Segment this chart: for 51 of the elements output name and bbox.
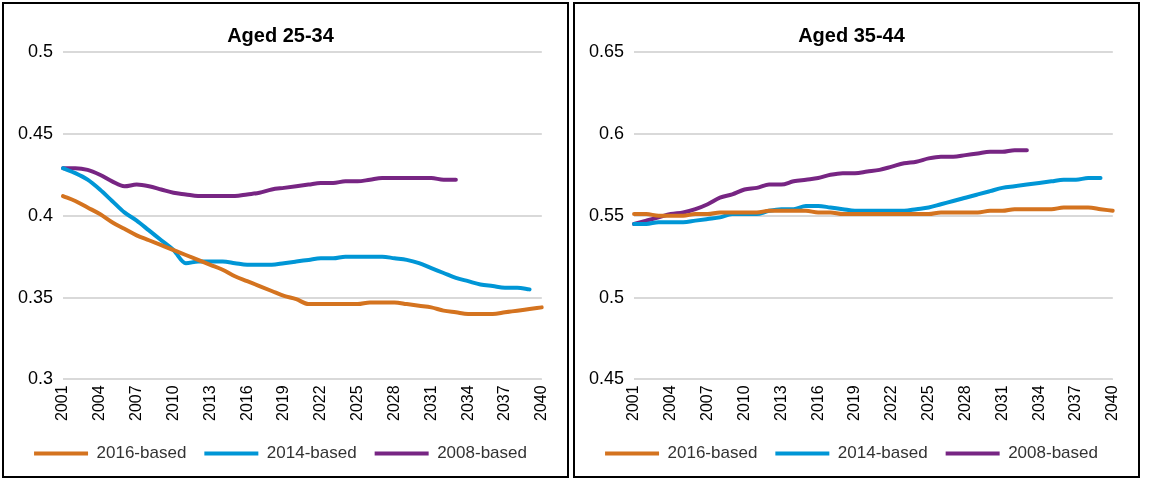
x-tick-label: 2007 xyxy=(698,385,716,421)
x-tick-label: 2016 xyxy=(237,385,255,421)
x-tick-label: 2010 xyxy=(734,385,752,421)
legend-label: 2014-based xyxy=(837,443,928,463)
line-series xyxy=(632,205,1115,218)
y-tick-label: 0.45 xyxy=(17,122,54,143)
x-tick-label: 2025 xyxy=(919,385,937,421)
y-tick-label: 0.65 xyxy=(588,40,625,61)
x-tick-label: 2037 xyxy=(495,385,513,421)
y-tick-label: 0.6 xyxy=(599,122,625,143)
y-tick-label: 0.4 xyxy=(28,204,54,225)
line-series xyxy=(61,166,532,292)
y-tick-label: 0.45 xyxy=(588,368,625,389)
legend-label: 2008-based xyxy=(437,443,527,463)
x-tick-label: 2001 xyxy=(53,385,71,421)
chart-title: Aged 35-44 xyxy=(798,23,906,46)
y-tick-label: 0.55 xyxy=(588,204,625,225)
x-tick-label: 2037 xyxy=(1066,385,1084,421)
legend-label: 2016-based xyxy=(96,443,187,463)
y-tick-label: 0.35 xyxy=(17,286,54,307)
x-tick-label: 2034 xyxy=(1029,385,1047,421)
legend-label: 2008-based xyxy=(1008,443,1098,463)
x-tick-label: 2031 xyxy=(421,385,439,421)
line-series xyxy=(61,194,544,316)
y-tick-label: 0.5 xyxy=(28,40,54,61)
x-tick-label: 2022 xyxy=(311,385,329,421)
x-tick-label: 2007 xyxy=(127,385,145,421)
x-tick-label: 2019 xyxy=(274,385,292,421)
x-tick-label: 2013 xyxy=(771,385,789,421)
y-tick-label: 0.5 xyxy=(599,286,625,307)
y-tick-label: 0.3 xyxy=(28,368,54,389)
x-tick-label: 2040 xyxy=(1103,385,1121,421)
line-series xyxy=(632,176,1103,226)
chart-title: Aged 25-34 xyxy=(227,23,335,46)
x-tick-label: 2022 xyxy=(882,385,900,421)
x-tick-label: 2031 xyxy=(992,385,1010,421)
x-tick-label: 2040 xyxy=(532,385,550,421)
x-tick-label: 2028 xyxy=(384,385,402,421)
x-tick-label: 2013 xyxy=(200,385,218,421)
x-tick-label: 2004 xyxy=(90,385,108,421)
x-tick-label: 2001 xyxy=(624,385,642,421)
line-series xyxy=(61,166,458,199)
x-tick-label: 2025 xyxy=(348,385,366,421)
x-tick-label: 2016 xyxy=(808,385,826,421)
x-tick-label: 2019 xyxy=(845,385,863,421)
x-tick-label: 2028 xyxy=(955,385,973,421)
x-tick-label: 2034 xyxy=(458,385,476,421)
x-tick-label: 2010 xyxy=(163,385,181,421)
legend-label: 2016-based xyxy=(667,443,758,463)
x-tick-label: 2004 xyxy=(661,385,679,421)
legend-label: 2014-based xyxy=(266,443,357,463)
